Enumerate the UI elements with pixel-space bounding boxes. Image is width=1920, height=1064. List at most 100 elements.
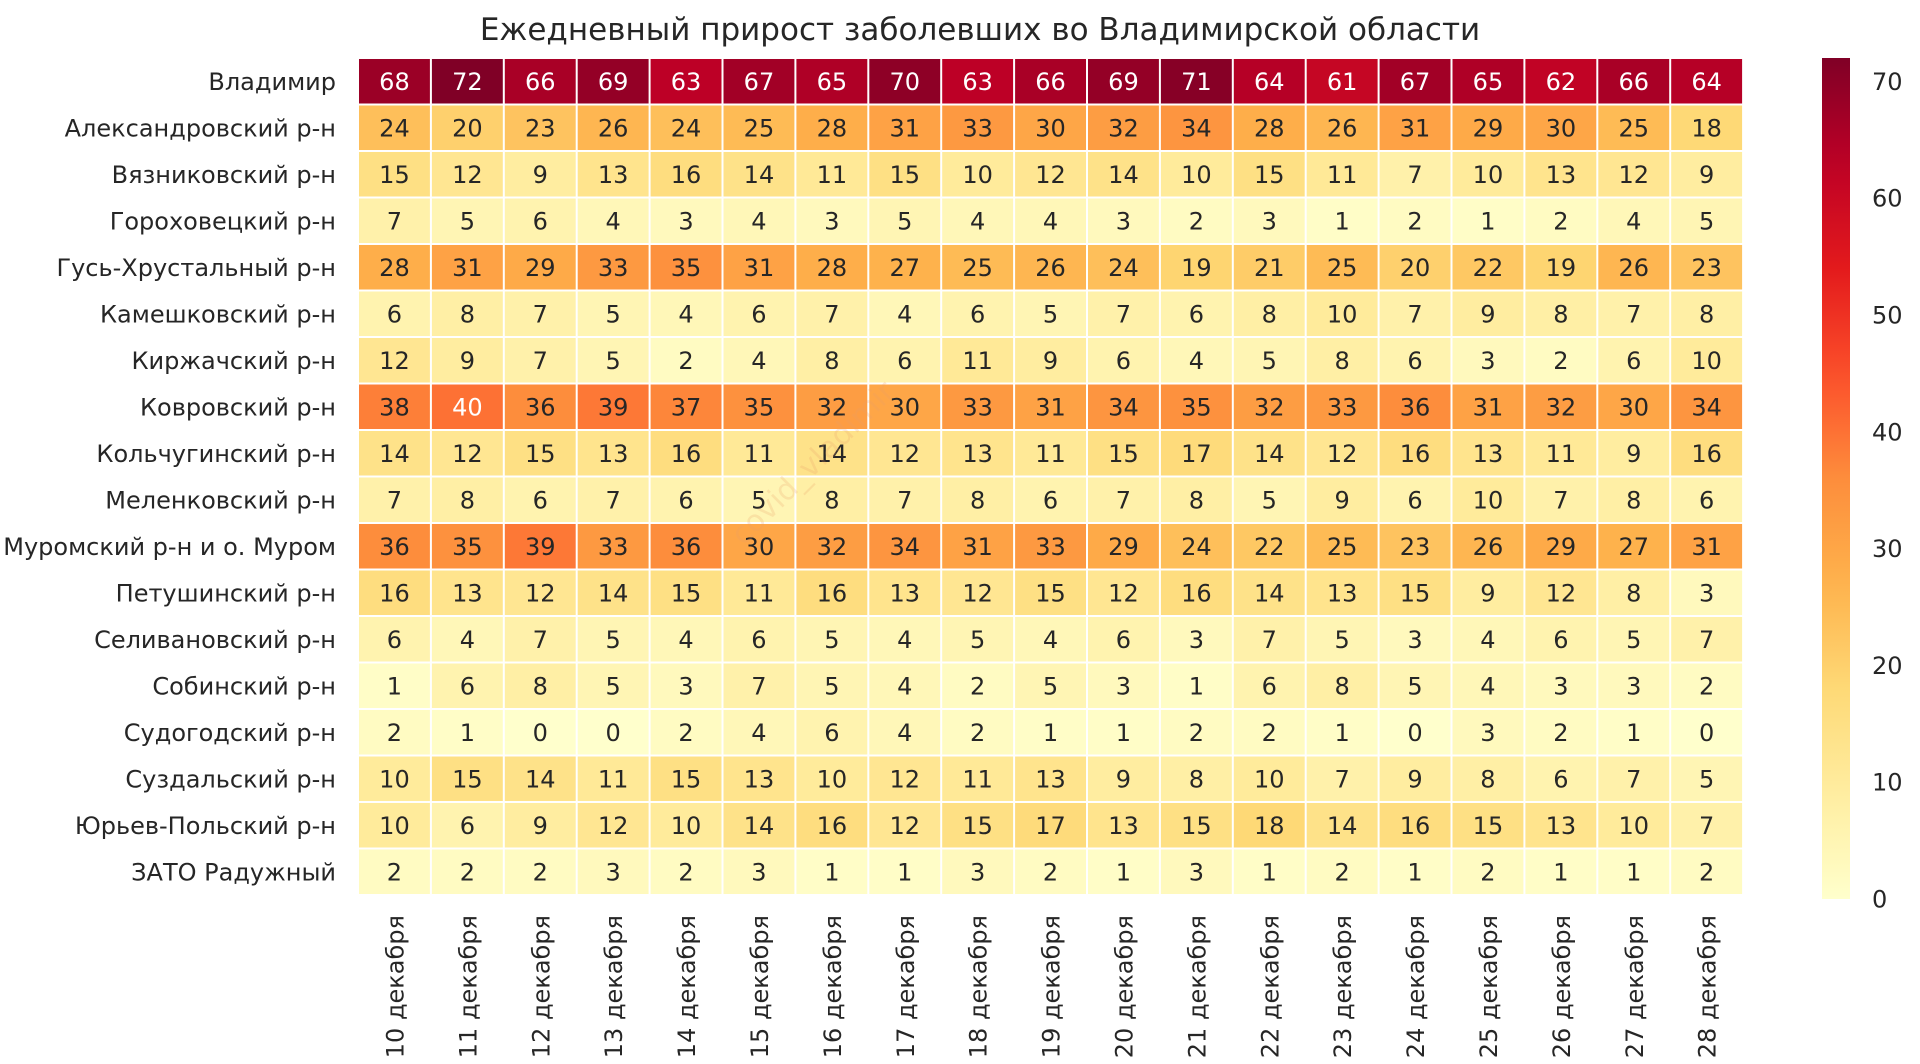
heatmap-cell <box>1452 105 1524 150</box>
cell-value-label: 4 <box>897 626 912 654</box>
heatmap-cell <box>1088 338 1159 383</box>
chart-title: Ежедневный прирост заболевших во Владими… <box>480 12 1480 48</box>
cell-value-label: 18 <box>1254 812 1285 840</box>
cell-value-label: 6 <box>1043 486 1058 514</box>
cell-value-label: 2 <box>1335 858 1350 886</box>
cell-value-label: 7 <box>1116 300 1131 328</box>
heatmap-cell <box>1525 710 1597 755</box>
heatmap-cell <box>1088 291 1159 336</box>
cell-value-label: 2 <box>1699 858 1714 886</box>
cell-value-label: 12 <box>1108 579 1139 607</box>
cell-value-label: 32 <box>1546 393 1577 421</box>
heatmap-cell <box>1160 849 1232 894</box>
heatmap-cell <box>650 384 722 429</box>
heatmap-cell <box>1233 756 1305 801</box>
cell-value-label: 34 <box>1181 114 1212 142</box>
cell-value-label: 8 <box>460 486 475 514</box>
cell-value-label: 35 <box>452 533 483 561</box>
heatmap-cell <box>1233 803 1305 848</box>
cell-value-label: 66 <box>1035 68 1066 96</box>
cell-value-label: 28 <box>1254 114 1285 142</box>
cell-value-label: 10 <box>1254 765 1285 793</box>
cell-value-label: 24 <box>671 114 702 142</box>
heatmap-cell <box>650 803 722 848</box>
cell-value-label: 12 <box>379 347 410 375</box>
heatmap-cell <box>1088 617 1159 662</box>
row-label: Кольчугинский р-н <box>96 440 336 468</box>
cell-value-label: 38 <box>379 393 410 421</box>
cell-value-label: 1 <box>1335 207 1350 235</box>
cell-value-label: 13 <box>1473 440 1504 468</box>
cell-value-label: 7 <box>387 486 402 514</box>
cell-value-label: 10 <box>671 812 702 840</box>
cell-value-label: 32 <box>1108 114 1139 142</box>
colorbar: 0 10 20 30 40 50 60 70 <box>1822 58 1903 914</box>
heatmap-cell <box>1015 756 1086 801</box>
cell-value-label: 25 <box>962 254 993 282</box>
heatmap-cell <box>869 338 941 383</box>
colorbar-tick-label: 70 <box>1872 68 1903 96</box>
cell-value-label: 6 <box>460 812 475 840</box>
heatmap-cell <box>1233 710 1305 755</box>
heatmap-cell <box>723 338 795 383</box>
heatmap-cell <box>504 710 576 755</box>
heatmap-cell <box>1306 105 1378 150</box>
heatmap-cell <box>1525 384 1597 429</box>
heatmap-cell <box>942 710 1014 755</box>
heatmap-cell <box>1379 245 1451 290</box>
heatmap-cell <box>1525 663 1597 708</box>
cell-value-label: 12 <box>1327 440 1358 468</box>
heatmap-cell <box>796 756 868 801</box>
cell-value-label: 33 <box>598 254 629 282</box>
heatmap-cell <box>1233 59 1305 104</box>
cell-value-label: 11 <box>598 765 629 793</box>
cell-value-label: 9 <box>1626 440 1641 468</box>
heatmap-cell <box>359 198 430 243</box>
cell-value-label: 10 <box>1473 161 1504 189</box>
heatmap-cell <box>942 338 1014 383</box>
cell-value-label: 5 <box>460 207 475 235</box>
cell-value-label: 1 <box>1480 207 1495 235</box>
cell-value-label: 7 <box>1335 765 1350 793</box>
heatmap-cell <box>1160 710 1232 755</box>
cell-value-label: 62 <box>1546 68 1577 96</box>
cell-value-label: 26 <box>1035 254 1066 282</box>
cell-value-label: 1 <box>1626 858 1641 886</box>
heatmap-cell <box>1671 617 1743 662</box>
cell-value-label: 8 <box>1189 765 1204 793</box>
heatmap-cell <box>796 803 868 848</box>
heatmap-cell <box>504 756 576 801</box>
heatmap-cell <box>359 431 430 476</box>
heatmap-cell <box>723 710 795 755</box>
heatmap-cell <box>942 617 1014 662</box>
cell-value-label: 3 <box>606 858 621 886</box>
cell-value-label: 1 <box>897 858 912 886</box>
heatmap-cell <box>577 245 649 290</box>
heatmap-cell <box>359 803 430 848</box>
cell-value-label: 1 <box>1626 719 1641 747</box>
cell-value-label: 3 <box>1189 626 1204 654</box>
heatmap-cell <box>1306 849 1378 894</box>
cell-value-label: 11 <box>817 161 848 189</box>
heatmap-cell <box>1379 338 1451 383</box>
heatmap-cell <box>1088 849 1159 894</box>
cell-value-label: 30 <box>1618 393 1649 421</box>
cell-value-label: 13 <box>452 579 483 607</box>
heatmap-cell <box>1379 477 1451 522</box>
cell-value-label: 3 <box>1480 347 1495 375</box>
cell-value-label: 4 <box>606 207 621 235</box>
cell-value-label: 5 <box>1262 486 1277 514</box>
heatmap-cell <box>1160 756 1232 801</box>
cell-value-label: 5 <box>1407 672 1422 700</box>
cell-value-label: 16 <box>379 579 410 607</box>
cell-value-label: 13 <box>1546 812 1577 840</box>
cell-value-label: 6 <box>533 486 548 514</box>
heatmap-cell <box>1306 710 1378 755</box>
heatmap-cell <box>1233 105 1305 150</box>
heatmap-cell <box>359 663 430 708</box>
heatmap-cell <box>723 756 795 801</box>
column-label: 25 декабря <box>1475 915 1503 1058</box>
column-label: 28 декабря <box>1694 915 1722 1058</box>
cell-value-label: 15 <box>1254 161 1285 189</box>
